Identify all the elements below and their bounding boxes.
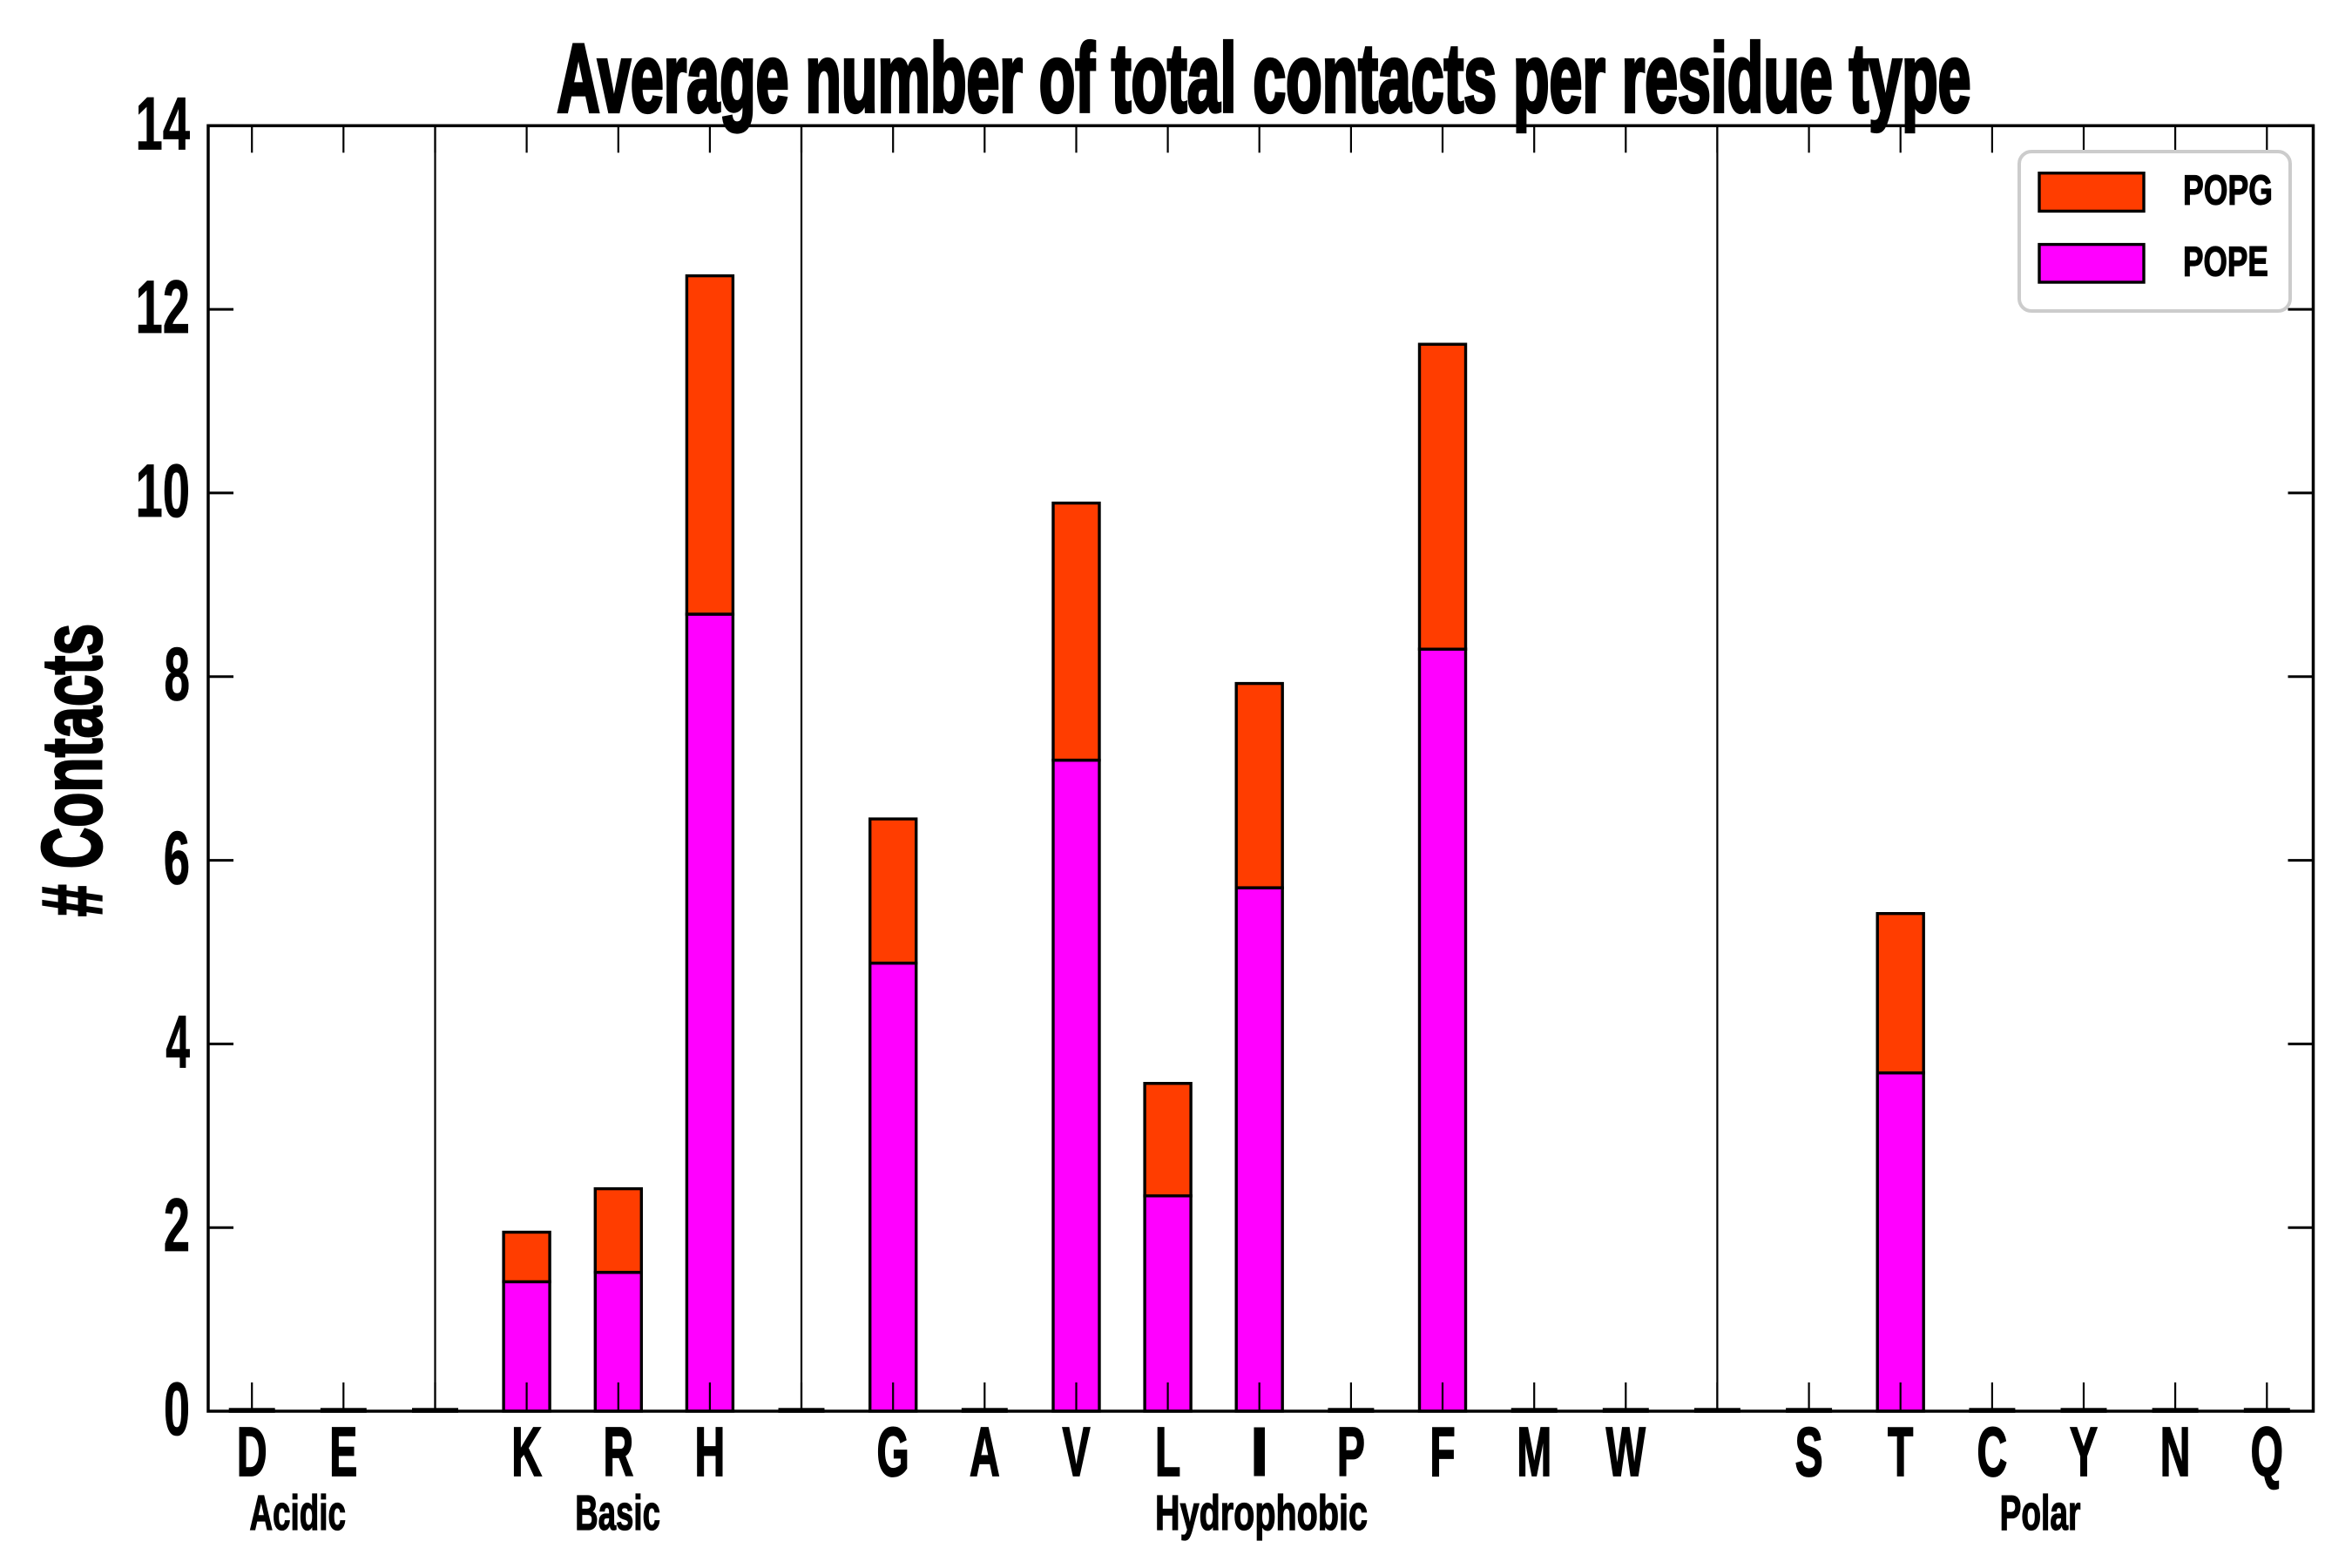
svg-text:S: S [1795,1413,1823,1490]
svg-text:C: C [1977,1413,2008,1490]
svg-text:D: D [237,1413,267,1490]
svg-text:T: T [1888,1413,1913,1490]
svg-text:12: 12 [136,266,191,349]
svg-text:I: I [1250,1413,1269,1490]
svg-text:# Contacts: # Contacts [24,624,119,916]
svg-text:V: V [1063,1413,1091,1490]
svg-text:Q: Q [2251,1413,2283,1490]
svg-text:E: E [329,1413,357,1490]
svg-text:Average number of total contac: Average number of total contacts per res… [558,24,1971,132]
svg-text:M: M [1517,1413,1551,1490]
svg-text:6: 6 [164,817,190,901]
svg-text:10: 10 [136,449,191,533]
svg-text:F: F [1429,1413,1455,1490]
svg-text:Y: Y [2070,1413,2098,1490]
svg-text:14: 14 [136,82,191,166]
svg-text:2: 2 [164,1184,190,1267]
svg-text:0: 0 [164,1368,190,1451]
svg-text:POPG: POPG [2183,168,2273,214]
svg-text:H: H [695,1413,726,1490]
svg-text:A: A [970,1413,1000,1490]
svg-text:R: R [603,1413,633,1490]
svg-text:4: 4 [166,1000,190,1084]
svg-text:N: N [2160,1413,2191,1490]
svg-text:K: K [511,1413,542,1490]
svg-text:W: W [1606,1413,1646,1490]
svg-text:POPE: POPE [2183,239,2268,285]
svg-text:Hydrophobic: Hydrophobic [1155,1485,1368,1541]
svg-text:8: 8 [164,633,190,717]
svg-text:L: L [1155,1413,1180,1490]
svg-text:Polar: Polar [2000,1485,2081,1541]
svg-text:P: P [1337,1413,1365,1490]
svg-text:Acidic: Acidic [249,1485,346,1541]
svg-text:G: G [877,1413,909,1490]
svg-text:Basic: Basic [575,1485,660,1541]
